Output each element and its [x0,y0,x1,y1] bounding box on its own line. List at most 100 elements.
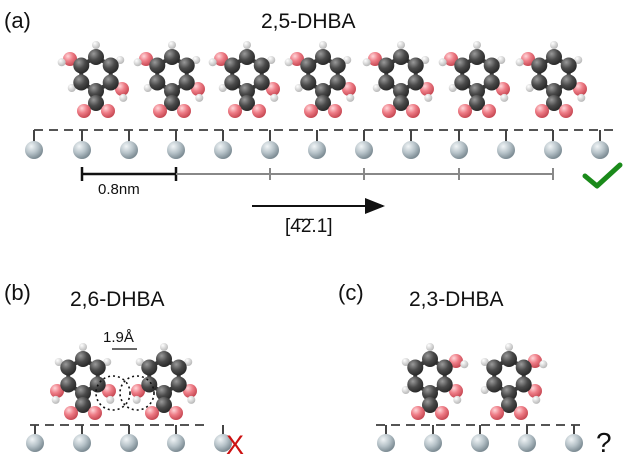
hydrogen-atom [294,84,303,92]
carbon-atom [378,74,395,91]
substrate-atom [120,434,138,452]
oxygen-atom [527,354,542,368]
oxygen-atom [190,82,205,96]
hydrogen-atom [267,56,276,64]
hydrogen-atom [426,343,434,351]
oxygen-atom [419,82,434,96]
oxygen-atom [444,52,459,66]
panel-a-label: (a) [4,8,31,33]
hydrogen-atom [79,343,87,351]
hydrogen-atom [132,395,141,404]
carbon-atom [315,49,331,65]
molecule [133,41,205,118]
hydrogen-atom [270,93,279,102]
hydrogen-atom [195,93,204,102]
carbon-atom [315,83,331,99]
carbon-atom [224,57,241,74]
substrate-atom [25,141,43,159]
carbon-atom [170,359,187,376]
hydrogen-atom [57,58,66,67]
scale-bar [80,167,554,181]
molecule [131,343,197,420]
carbon-atom [329,74,346,91]
hydrogen-atom [480,386,489,394]
substrate-atom [26,434,44,452]
molecule [57,41,129,118]
oxygen-atom [448,384,463,398]
carbon-atom [546,49,562,65]
hydrogen-atom [539,360,548,369]
carbon-atom [300,57,317,74]
substrate-atom [214,434,232,452]
oxygen-atom [252,104,266,118]
hydrogen-atom [421,56,430,64]
hydrogen-atom [218,84,227,92]
carbon-atom [75,385,91,401]
substrate-atom [261,141,279,159]
oxygen-atom [88,406,102,420]
carbon-atom [515,376,532,393]
molecule [480,343,548,420]
carbon-atom [149,74,166,91]
oxygen-atom [406,104,420,118]
carbon-atom [156,397,172,413]
substrate-atom [167,434,185,452]
hydrogen-atom [448,84,457,92]
panel-c-molecules [401,343,548,420]
carbon-atom [393,49,409,65]
panel-c: (c) 2,3-DHBA ? [338,280,612,458]
direction-label: [4̄2̄.1] [285,216,333,237]
check-icon [582,162,623,189]
hydrogen-atom [550,41,558,49]
carbon-atom [469,95,485,111]
oxygen-atom [482,104,496,118]
carbon-atom [531,74,548,91]
hydrogen-atom [135,358,144,366]
hydrogen-atom [397,41,405,49]
hydrogen-atom [500,93,509,102]
distance-label: 1.9Å [103,329,134,346]
carbon-atom [407,376,424,393]
hydrogen-atom [401,358,410,366]
molecule [438,41,510,118]
carbon-atom [393,95,409,111]
carbon-atom [469,83,485,99]
hydrogen-atom [497,56,506,64]
hydrogen-atom [362,58,371,67]
carbon-atom [560,74,577,91]
hydrogen-atom [208,58,217,67]
carbon-atom [73,57,90,74]
substrate-atom [518,434,536,452]
carbon-atom [253,57,270,74]
carbon-atom [88,83,104,99]
oxygen-atom [341,82,356,96]
carbon-atom [469,49,485,65]
molecule [362,41,434,118]
oxygen-atom [50,384,65,398]
hydrogen-atom [119,93,128,102]
molecule [515,41,587,118]
hydrogen-atom [473,41,481,49]
carbon-atom [486,359,503,376]
carbon-atom [454,74,471,91]
carbon-atom [407,74,424,91]
carbon-atom [164,49,180,65]
oxygen-atom [514,406,528,420]
carbon-atom [239,49,255,65]
oxygen-atom [328,104,342,118]
panel-b-substrate [26,425,232,452]
carbon-atom [501,397,517,413]
panel-a-molecules [57,41,587,118]
carbon-atom [546,95,562,111]
carbon-atom [75,397,91,413]
carbon-atom [422,351,438,367]
hydrogen-atom [532,395,541,404]
panel-b-title: 2,6-DHBA [70,288,165,311]
panel-c-label: (c) [338,280,364,305]
oxygen-atom [101,104,115,118]
carbon-atom [156,351,172,367]
substrate-atom [424,434,442,452]
oxygen-atom [64,406,78,420]
hydrogen-atom [54,358,63,366]
carbon-atom [89,359,106,376]
